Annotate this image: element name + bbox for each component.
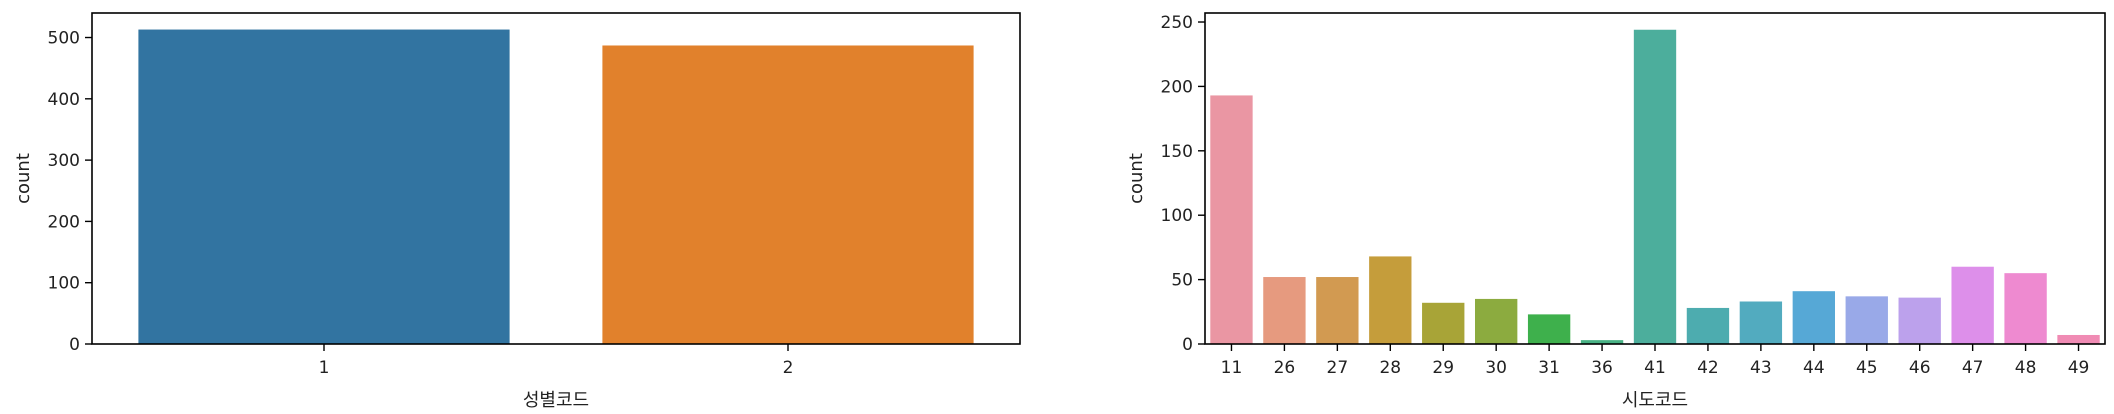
y-tick-label: 200 [48,212,80,232]
bar-28 [1369,256,1412,344]
bar-41 [1633,29,1677,344]
bar-26 [1263,277,1306,344]
region-bars [1210,29,2100,345]
bar-31 [1527,314,1571,344]
y-tick-label: 300 [48,151,80,171]
x-tick-label: 47 [1962,358,1984,378]
x-tick-label: 44 [1803,358,1825,378]
y-tick-label: 0 [69,335,80,355]
x-tick-label: 46 [1909,358,1931,378]
x-tick-label: 28 [1379,358,1401,378]
bar-36 [1580,340,1624,344]
bar-11 [1210,95,1253,345]
x-tick-label: 42 [1697,358,1719,378]
y-tick-label: 200 [1161,77,1193,97]
region-count-chart: 0 50 100 150 200 250 11 26 27 28 29 30 31 36 41 42 43 44… [1126,12,2106,411]
x-tick-label: 31 [1538,358,1560,378]
bar-49 [2057,334,2100,344]
x-axis-ticks: 11 26 27 28 29 30 31 36 41 42 43 44 45 46 47 48 49 [1221,344,2090,378]
bar-2 [602,45,974,345]
gender-bars [138,29,974,345]
y-tick-label: 400 [48,90,80,110]
bar-45 [1845,296,1888,344]
y-tick-label: 0 [1182,335,1193,355]
x-tick-label: 41 [1644,358,1666,378]
bar-29 [1422,302,1465,344]
y-tick-label: 100 [48,274,80,294]
x-tick-label: 26 [1274,358,1296,378]
y-tick-label: 50 [1171,271,1193,291]
bar-46 [1898,297,1941,344]
bar-44 [1792,291,1835,344]
bar-48 [2004,273,2047,344]
y-axis-ticks: 0 50 100 150 200 250 [1161,13,1205,355]
x-tick-label: 30 [1485,358,1507,378]
x-axis-label: 성별코드 [523,390,589,411]
bar-43 [1739,301,1783,344]
x-tick-label: 27 [1327,358,1349,378]
x-tick-label: 29 [1432,358,1454,378]
y-axis-label: count [13,153,34,204]
x-tick-label: 1 [319,358,330,378]
x-tick-label: 49 [2068,358,2090,378]
y-tick-label: 100 [1161,206,1193,226]
y-tick-label: 500 [48,29,80,49]
bar-1 [138,29,510,345]
y-tick-label: 250 [1161,13,1193,33]
y-axis-label: count [1126,153,1147,204]
x-tick-label: 36 [1591,358,1613,378]
bar-42 [1686,307,1730,344]
x-tick-label: 43 [1750,358,1772,378]
x-tick-label: 11 [1221,358,1243,378]
plot-frame [91,12,1021,345]
y-axis-ticks: 0 100 200 300 400 500 [48,29,92,355]
x-axis-label: 시도코드 [1622,390,1688,411]
y-tick-label: 150 [1161,142,1193,162]
x-tick-label: 2 [783,358,794,378]
x-tick-label: 45 [1856,358,1878,378]
bar-27 [1316,277,1359,344]
x-tick-label: 48 [2015,358,2037,378]
bar-30 [1475,298,1518,344]
bar-47 [1951,266,1994,344]
